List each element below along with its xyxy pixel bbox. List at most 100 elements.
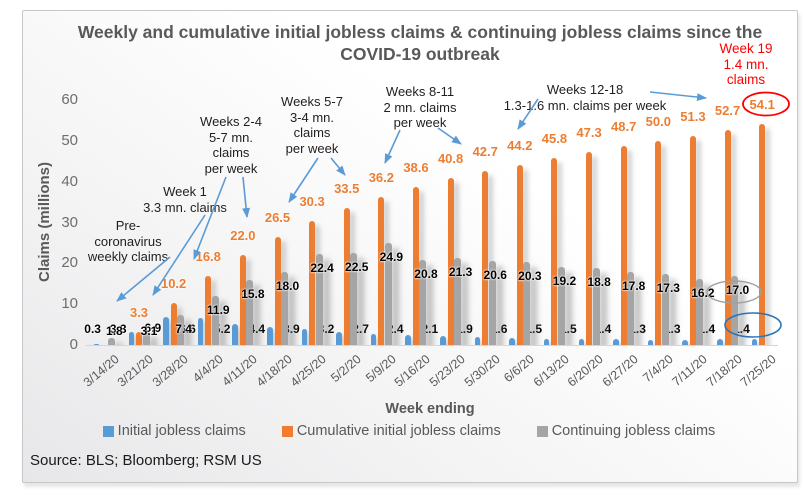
bar-continuing-jobless-claims [627,272,635,345]
x-axis-line [86,345,778,346]
annotation-line: Week 1 [163,184,207,199]
bar-initial-jobless-claims [93,343,100,345]
bar-initial-jobless-claims [613,339,619,345]
bar-cumulative-initial-jobless-claims [620,146,627,345]
data-label: 48.7 [611,119,637,135]
bar-initial-jobless-claims [509,338,515,345]
annotation-line: Weeks 8-11 [385,84,455,99]
data-label: 24.9 [379,250,404,265]
annotation-line: claims [212,145,250,160]
bar-continuing-jobless-claims [488,260,496,345]
annotation-line: Pre- [115,218,141,233]
bar-continuing-jobless-claims [696,278,704,345]
data-label: 38.6 [403,160,429,176]
data-label: 26.5 [264,209,291,225]
bar-cumulative-initial-jobless-claims [205,276,212,345]
data-label: 18.0 [275,278,300,293]
bar-continuing-jobless-claims [246,280,254,345]
legend-item-continuing-claims: Continuing jobless claims [536,423,716,439]
bar-initial-jobless-claims [717,339,723,345]
data-label: 22.5 [345,260,369,275]
legend-item-cumulative-claims: Cumulative initial jobless claims [281,423,501,439]
bar-continuing-jobless-claims [142,332,150,345]
data-label: 47.3 [576,124,602,140]
source-note: Source: BLS; Bloomberg; RSM US [30,452,262,469]
bar-cumulative-initial-jobless-claims [724,129,731,345]
y-axis-tick-label: 30 [61,213,78,231]
annotation-line: weekly claims [87,249,169,264]
bar-continuing-jobless-claims [107,337,115,345]
data-label: 20.6 [483,267,507,282]
legend-label: Cumulative initial jobless claims [296,423,501,439]
annotation-line: Weeks 2-4 [200,114,262,129]
bar-continuing-jobless-claims [454,258,462,345]
data-label: 20.3 [518,269,542,284]
y-axis-tick-label: 60 [61,91,78,108]
bar-initial-jobless-claims [405,335,411,345]
chart-title-line2: & continuing jobless claims since the CO… [340,22,763,64]
legend-label: Initial jobless claims [117,423,246,439]
annotation-line: claims [726,72,766,87]
data-label: 45.8 [541,130,568,146]
bar-continuing-jobless-claims [557,266,565,345]
annotation-weeks-2-4: Weeks 2-4 5-7 mn. claims per week [171,114,291,176]
bar-continuing-jobless-claims [281,271,288,345]
y-axis-tick-label: 10 [61,295,78,313]
bar-continuing-jobless-claims [350,253,358,345]
y-axis-tick-label: 40 [61,172,78,190]
bar-continuing-jobless-claims [419,260,427,345]
bar-continuing-jobless-claims [731,275,739,345]
annotation-line: coronavirus [94,233,162,249]
data-label: 50.0 [645,113,671,129]
bar-initial-jobless-claims [751,339,758,345]
legend-swatch-gray-icon [536,425,548,437]
data-label: 22.4 [310,260,334,275]
annotation-weeks-12-18: Weeks 12-18 1.3-1.6 mn. claims per week [475,82,695,113]
data-label: 16.8 [195,249,221,265]
bar-initial-jobless-claims [647,339,654,345]
bar-initial-jobless-claims [440,336,446,345]
bar-initial-jobless-claims [370,333,377,345]
annotation-weeks-5-7: Weeks 5-7 3-4 mn. claims per week [252,94,372,156]
data-label: 18.8 [587,275,611,290]
annotation-line: 1.3-1.6 mn. claims per week [503,97,667,113]
data-label: 54.1 [749,97,775,113]
annotation-line: Week 19 [719,41,773,56]
bar-initial-jobless-claims [578,338,585,345]
bar-initial-jobless-claims [267,327,273,345]
data-label: 21.3 [448,265,473,280]
bar-cumulative-initial-jobless-claims [447,178,454,345]
data-label: 17.3 [656,281,680,296]
bar-continuing-jobless-claims [384,243,392,345]
annotation-line: 3-4 mn. [289,109,335,125]
annotation-line: per week [285,140,339,156]
data-label: 20.8 [414,267,438,282]
data-label: 1.8 [106,324,123,338]
legend-label: Continuing jobless claims [551,423,716,439]
legend: Initial jobless claims Cumulative initia… [22,423,796,439]
y-axis-tick-label: 0 [69,336,78,353]
bar-continuing-jobless-claims [211,296,219,345]
bar-initial-jobless-claims [336,331,342,345]
data-label: 33.5 [334,181,360,197]
bar-initial-jobless-claims [543,338,550,345]
bar-cumulative-initial-jobless-claims [655,140,662,345]
legend-item-initial-claims: Initial jobless claims [102,423,246,439]
data-label: 36.2 [368,170,395,186]
data-label: 6.9 [144,320,162,335]
bar-cumulative-initial-jobless-claims [759,124,766,345]
bar-continuing-jobless-claims [592,268,600,345]
annotation-line: per week [393,115,447,130]
plot-area: 0.3 3.3 6.9 6.6 5.2 4.4 3.9 3.2 2.7 2.4 2.1 1.9 1.6 1… [84,97,775,345]
bar-cumulative-initial-jobless-claims [482,170,489,345]
bar-continuing-jobless-claims [661,274,669,345]
annotation-line: 1.4 mn. [723,56,769,72]
data-label: 52.7 [714,102,741,118]
bar-initial-jobless-claims [197,318,204,345]
legend-swatch-orange-icon [281,425,293,437]
data-label: 17.0 [725,282,750,297]
annotation-line: Weeks 12-18 [546,82,624,97]
data-label: 30.3 [299,194,325,210]
bar-cumulative-initial-jobless-claims [586,151,593,345]
